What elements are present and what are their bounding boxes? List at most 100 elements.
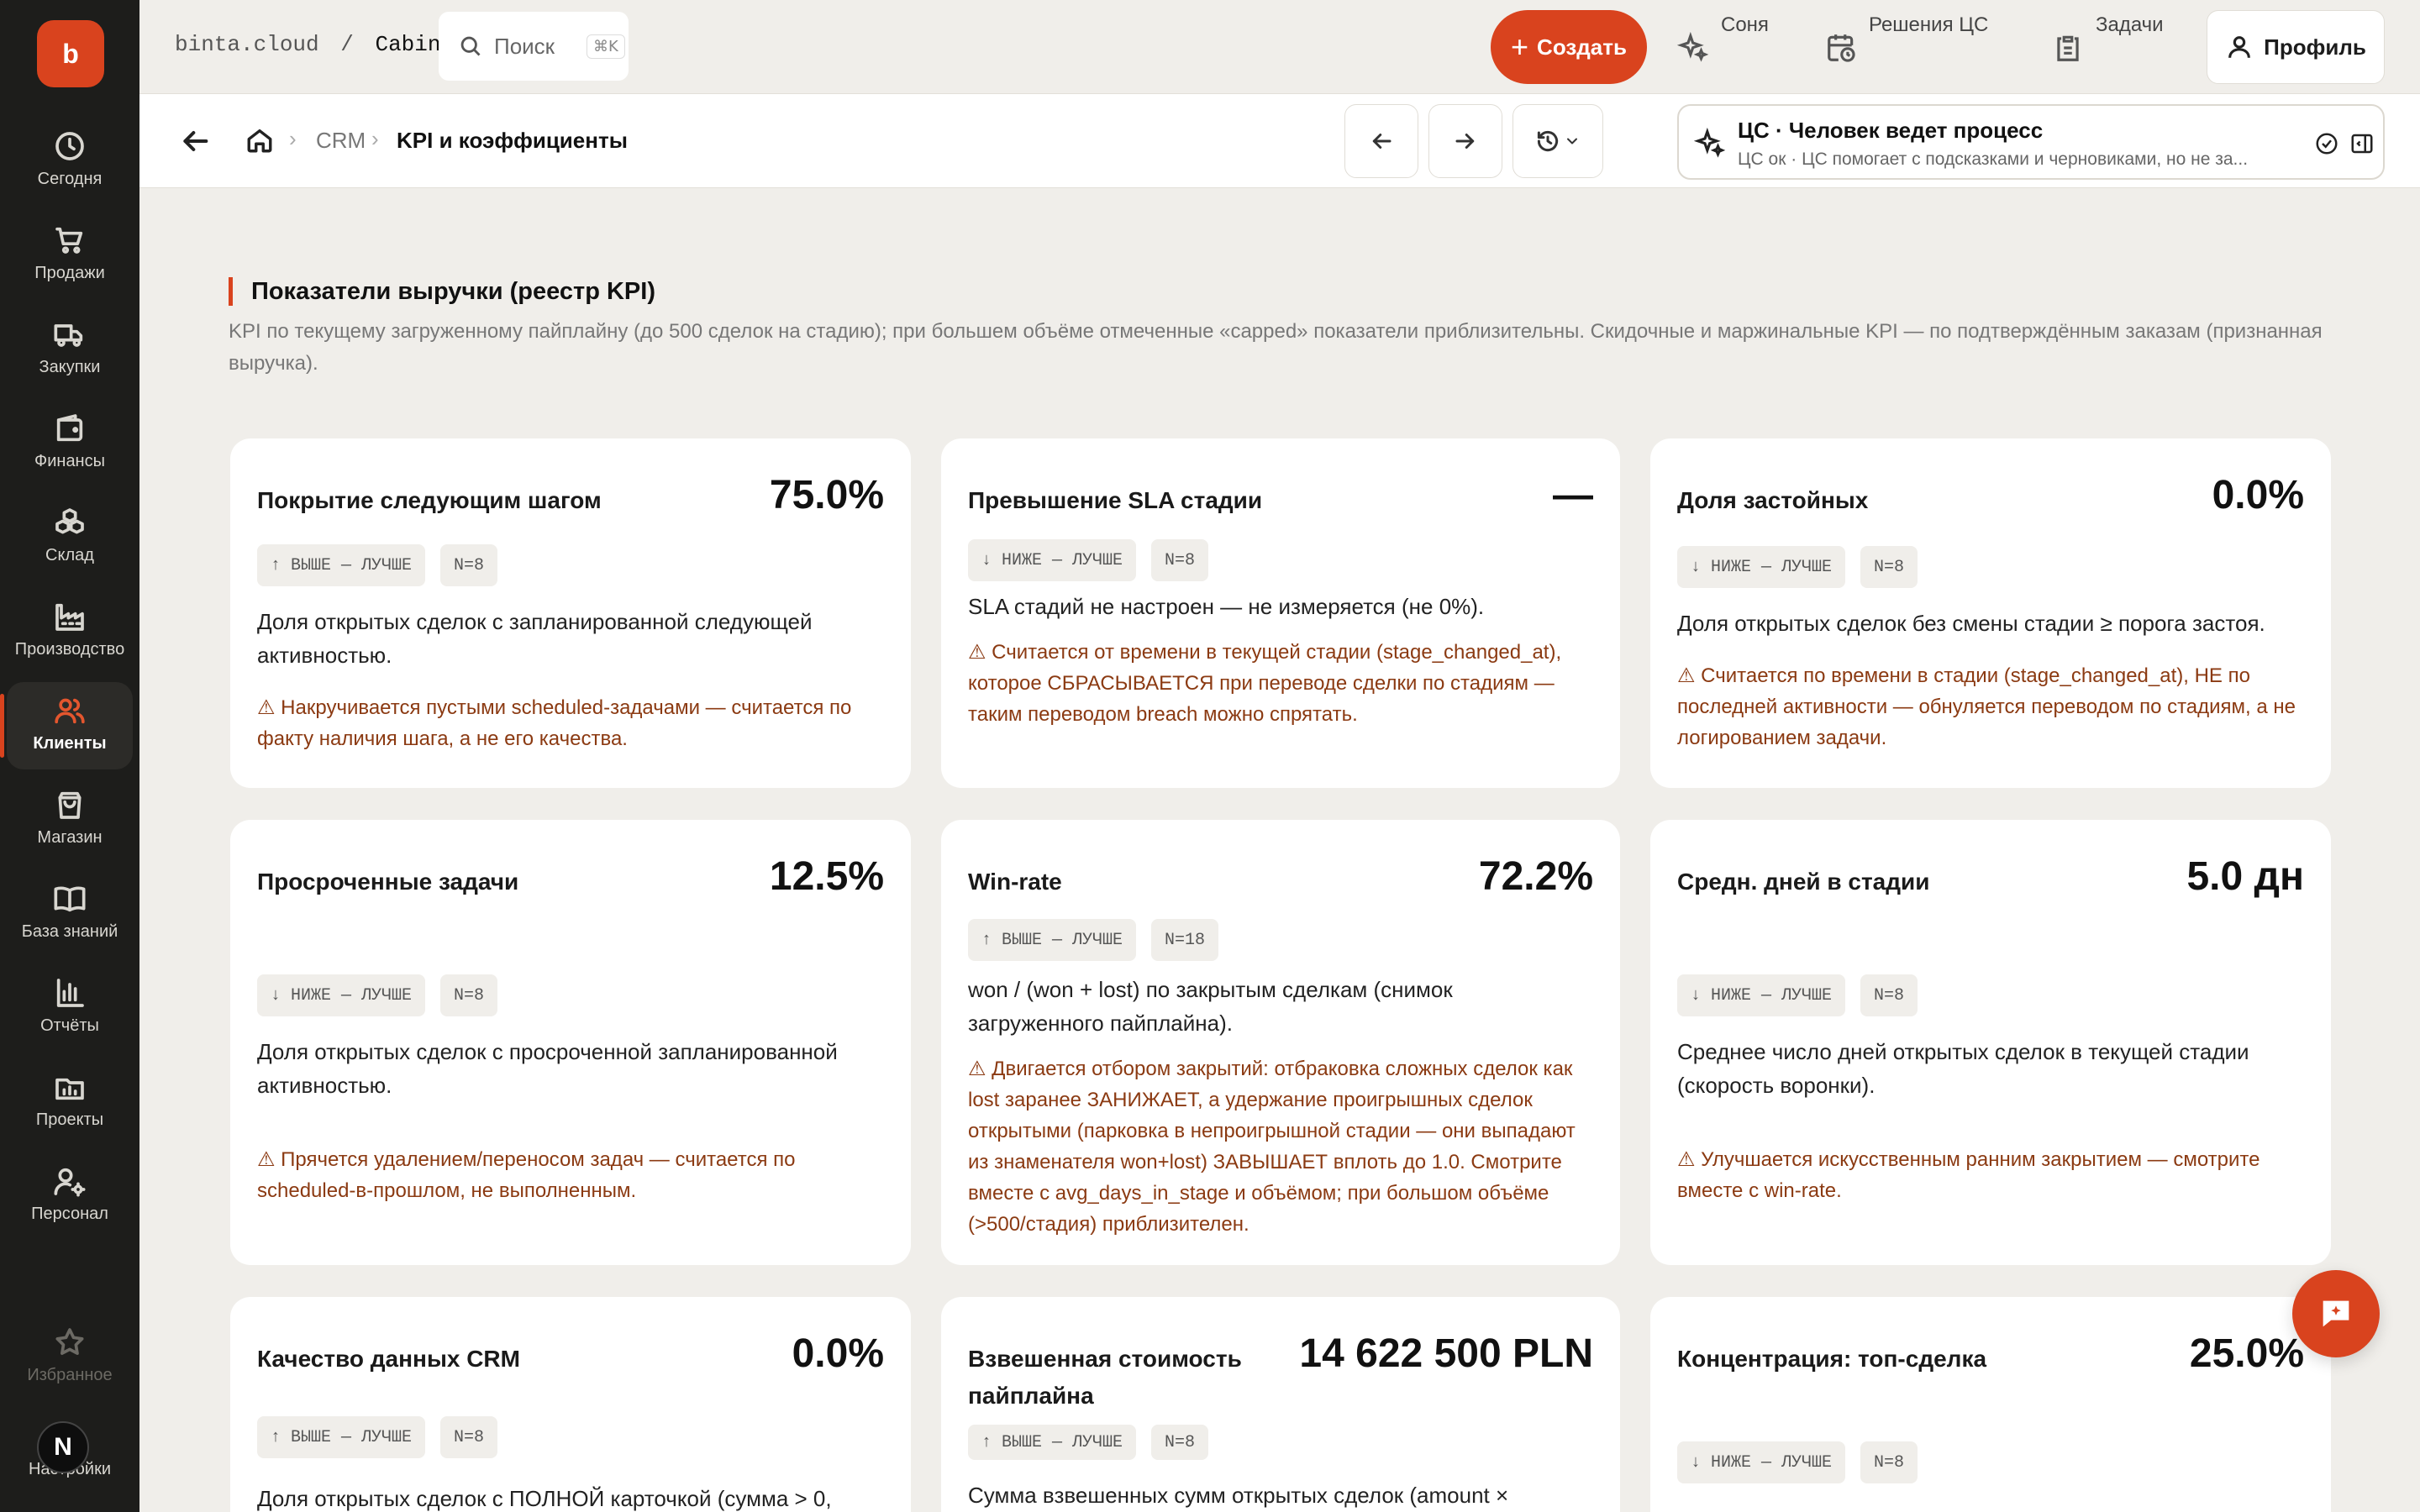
kpi-card[interactable]: Средн. дней в стадии 5.0 дн ↓ НИЖЕ — ЛУЧ… <box>1650 820 2331 1265</box>
sidebar-item-personnel[interactable]: Персонал <box>7 1152 133 1240</box>
sidebar-item-sales[interactable]: Продажи <box>7 212 133 299</box>
sidebar-item-favorites[interactable]: Избранное <box>7 1314 133 1401</box>
arrow-right-icon <box>1455 134 1475 149</box>
shopping-bag-icon <box>58 791 82 819</box>
profile-label: Профиль <box>2264 34 2366 60</box>
sidebar-item-production[interactable]: Производство <box>7 588 133 675</box>
home-icon <box>247 129 272 153</box>
section-title: Показатели выручки (реестр KPI) <box>229 277 655 306</box>
kpi-value: 0.0% <box>792 1331 884 1376</box>
page-header: › CRM › KPI и коэффициенты ЦС · Человек … <box>139 94 2420 188</box>
user-gear-icon <box>54 1168 86 1197</box>
tasks-button[interactable]: Задачи <box>2052 10 2164 84</box>
sidebar-item-label: Персонал <box>31 1205 108 1223</box>
kpi-description: SLA стадий не настроен — не измеряется (… <box>968 594 1485 619</box>
kpi-card[interactable]: Покрытие следующим шагом 75.0% ↑ ВЫШЕ — … <box>230 438 911 788</box>
profile-button[interactable]: Профиль <box>2207 10 2385 84</box>
sonya-button[interactable]: Соня <box>1677 10 1769 84</box>
create-button-label: Создать <box>1537 34 1627 60</box>
sidebar-item-label: Склад <box>45 546 94 564</box>
kpi-value: 12.5% <box>769 854 884 899</box>
kpi-value: 5.0 дн <box>2186 854 2304 899</box>
sidebar-item-label: Клиенты <box>33 734 107 753</box>
kpi-card[interactable]: Качество данных CRM 0.0% ↑ ВЫШЕ — ЛУЧШЕ … <box>230 1297 911 1512</box>
home-link[interactable] <box>245 126 274 155</box>
chat-fab-button[interactable] <box>2292 1270 2380 1357</box>
history-dropdown-button[interactable] <box>1512 104 1603 178</box>
sidebar-item-label: Сегодня <box>37 170 103 188</box>
history-forward-button[interactable] <box>1428 104 1502 178</box>
sidebar-item-label: База знаний <box>21 922 118 941</box>
kpi-direction-badge: ↓ НИЖЕ — ЛУЧШЕ <box>1677 974 1846 1016</box>
sidebar-item-knowledge-base[interactable]: База знаний <box>7 870 133 958</box>
breadcrumb-crm[interactable]: CRM <box>316 128 366 153</box>
sidebar-item-clients[interactable]: Клиенты <box>0 682 133 769</box>
kpi-direction-badge: ↓ НИЖЕ — ЛУЧШЕ <box>968 539 1137 581</box>
kpi-card[interactable]: Просроченные задачи 12.5% ↓ НИЖЕ — ЛУЧШЕ… <box>230 820 911 1265</box>
kpi-warning: ⚠ Считается от времени в текущей стадии … <box>968 641 1562 726</box>
kpi-sample-badge: N=8 <box>1151 539 1209 581</box>
kpi-description: Доля открытых сделок без смены стадии ≥ … <box>1677 611 2265 636</box>
sidebar-item-reports[interactable]: Отчёты <box>7 964 133 1052</box>
kpi-title: Покрытие следующим шагом <box>257 487 602 513</box>
sidebar-item-purchases[interactable]: Закупки <box>7 306 133 393</box>
arrow-left-icon <box>1372 134 1392 149</box>
sidebar-item-warehouse[interactable]: Склад <box>7 494 133 581</box>
truck-icon <box>54 324 83 347</box>
search-input[interactable] <box>494 33 587 60</box>
chat-sparkle-icon <box>2323 1300 2349 1327</box>
cart-icon <box>55 227 83 254</box>
kpi-sample-badge: N=8 <box>1860 546 1918 588</box>
search-box[interactable]: ⌘K <box>439 12 629 81</box>
clock-icon <box>55 132 84 160</box>
sparkle-icon <box>1677 32 1709 62</box>
cs-status-title: ЦС · Человек ведет процесс <box>1738 118 2044 143</box>
chevron-down-icon <box>1567 138 1577 144</box>
chevron-right-icon: › <box>371 126 379 151</box>
kpi-warning: ⚠ Двигается отбором закрытий: отбраковка… <box>968 1058 1576 1236</box>
kpi-sample-badge: N=18 <box>1151 919 1219 961</box>
breadcrumb-separator: / <box>340 32 354 57</box>
kpi-card[interactable]: Доля застойных 0.0% ↓ НИЖЕ — ЛУЧШЕ N=8 Д… <box>1650 438 2331 788</box>
create-button[interactable]: + Создать <box>1491 10 1647 84</box>
kpi-direction-badge: ↑ ВЫШЕ — ЛУЧШЕ <box>968 1425 1137 1460</box>
user-avatar[interactable]: N <box>37 1421 89 1473</box>
kpi-warning: ⚠ Считается по времени в стадии (stage_c… <box>1677 664 2296 749</box>
sidebar-item-finance[interactable]: Финансы <box>7 400 133 487</box>
domain-text[interactable]: binta.cloud <box>175 32 319 57</box>
kpi-card[interactable]: Win-rate 72.2% ↑ ВЫШЕ — ЛУЧШЕ N=18 won /… <box>941 820 1620 1265</box>
kpi-sample-badge: N=8 <box>440 544 498 586</box>
cs-status-panel[interactable]: ЦС · Человек ведет процесс ЦС ок · ЦС по… <box>1677 104 2385 180</box>
chevron-right-icon: › <box>289 126 297 151</box>
kpi-direction-badge: ↓ НИЖЕ — ЛУЧШЕ <box>1677 1441 1846 1483</box>
cs-decisions-button[interactable]: Решения ЦС <box>1825 10 1988 84</box>
app-logo[interactable]: b <box>37 20 104 87</box>
kpi-sample-badge: N=8 <box>440 974 498 1016</box>
back-button[interactable] <box>178 124 212 158</box>
sidebar-item-label: Отчёты <box>40 1016 99 1035</box>
breadcrumb-current: KPI и коэффициенты <box>397 128 628 153</box>
workspace-breadcrumb: binta.cloud / Cabinet <box>175 32 467 57</box>
sidebar-item-projects[interactable]: Проекты <box>7 1058 133 1146</box>
sparkle-icon <box>1694 128 1726 158</box>
sidebar-item-shop[interactable]: Магазин <box>7 776 133 864</box>
star-icon <box>55 1328 84 1355</box>
users-icon <box>55 698 85 724</box>
kpi-card[interactable]: Взвешенная стоимость пайплайна 14 622 50… <box>941 1297 1620 1512</box>
kpi-warning: ⚠ Накручивается пустыми scheduled-задача… <box>257 696 852 750</box>
kpi-direction-badge: ↑ ВЫШЕ — ЛУЧШЕ <box>257 1416 426 1458</box>
section-description: KPI по текущему загруженному пайплайну (… <box>229 320 2323 375</box>
history-back-button[interactable] <box>1344 104 1418 178</box>
panel-toggle-icon[interactable] <box>2349 131 2375 156</box>
search-shortcut: ⌘K <box>587 34 625 59</box>
cs-status-subtitle: ЦС ок · ЦС помогает с подсказками и черн… <box>1738 150 2249 169</box>
sidebar-item-label: Финансы <box>34 452 105 470</box>
sidebar-item-today[interactable]: Сегодня <box>7 118 133 205</box>
kpi-card[interactable]: Концентрация: топ-сделка 25.0% ↓ НИЖЕ — … <box>1650 1297 2331 1512</box>
kpi-sample-badge: N=8 <box>1860 974 1918 1016</box>
check-circle-icon[interactable] <box>2314 131 2339 156</box>
kpi-title: Качество данных CRM <box>257 1346 520 1372</box>
sidebar-item-label: Закупки <box>39 358 101 376</box>
kpi-card[interactable]: Превышение SLA стадии — ↓ НИЖЕ — ЛУЧШЕ N… <box>941 438 1620 788</box>
kpi-description: Доля открытых сделок с запланированной с… <box>257 609 813 668</box>
